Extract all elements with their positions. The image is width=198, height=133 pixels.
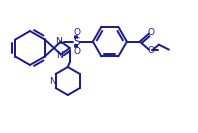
Text: N: N — [55, 37, 62, 46]
Text: O: O — [73, 47, 80, 56]
Text: O: O — [147, 46, 154, 55]
Text: N: N — [49, 76, 56, 86]
Text: O: O — [73, 28, 80, 37]
Text: O: O — [147, 28, 154, 37]
Text: N: N — [56, 51, 63, 60]
Text: S: S — [74, 37, 80, 47]
